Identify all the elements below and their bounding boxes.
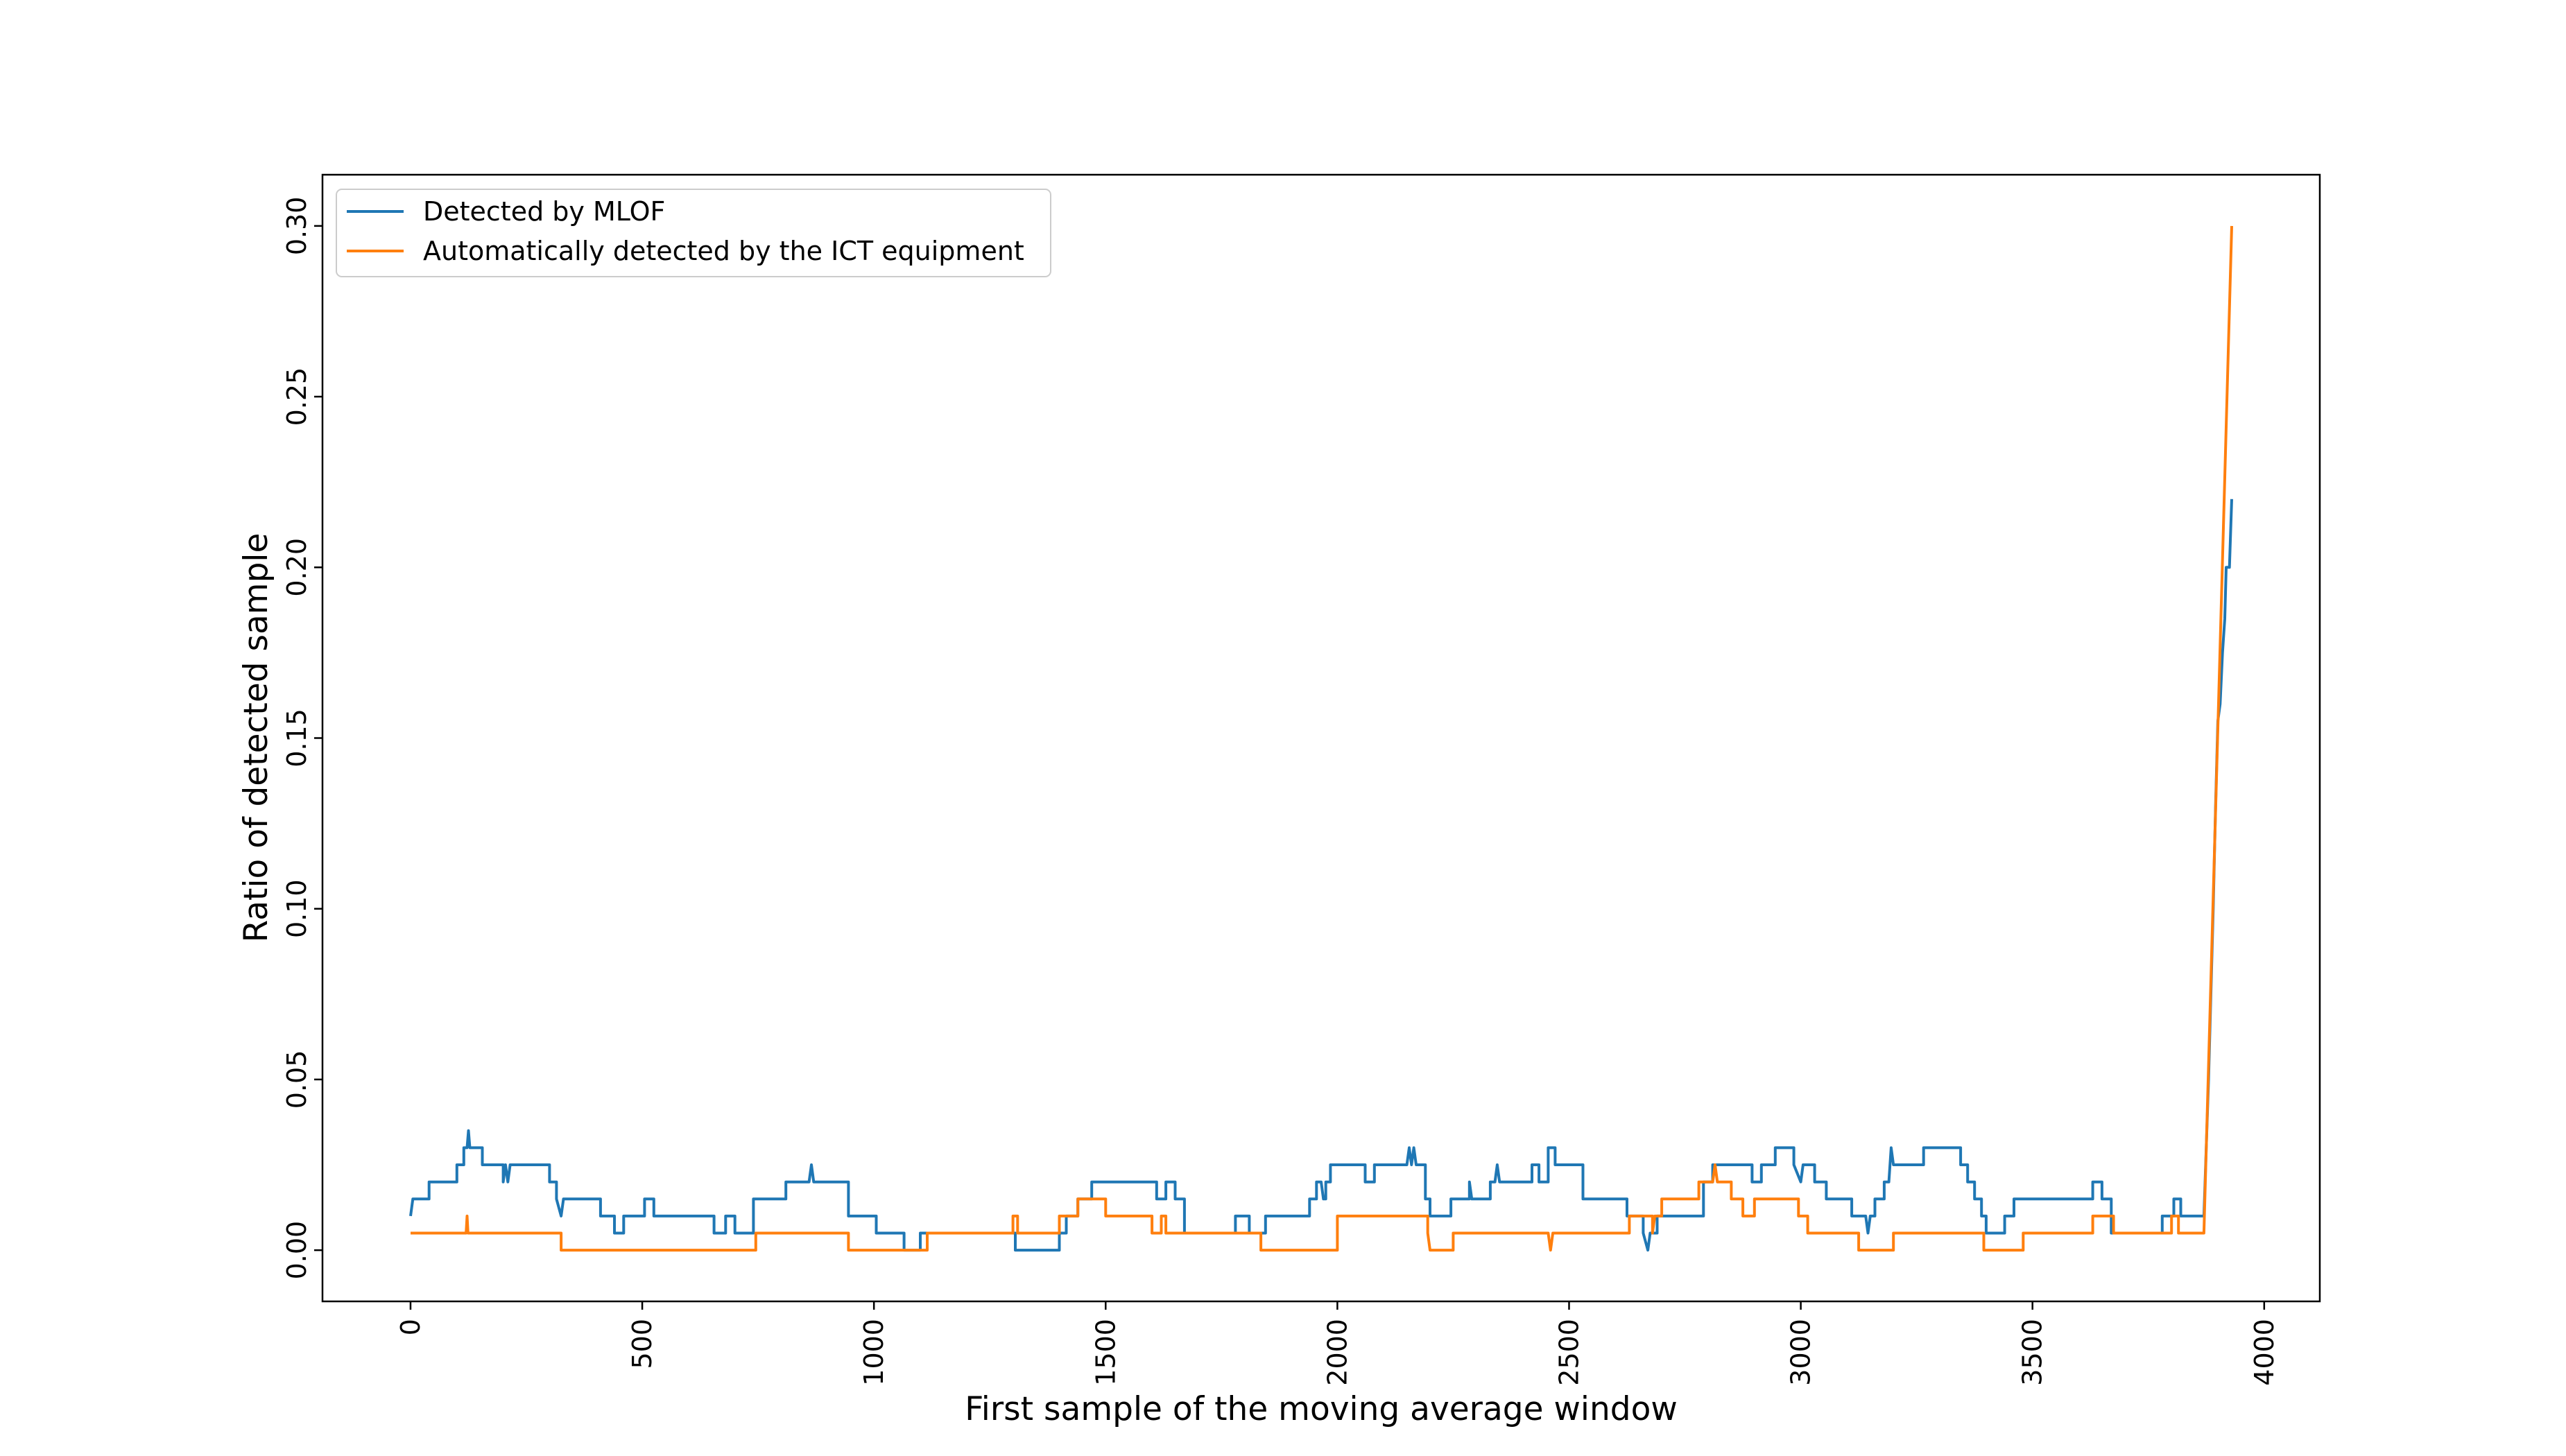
y-tick-label: 0.05 xyxy=(282,1050,312,1109)
y-axis-label: Ratio of detected sample xyxy=(237,533,275,943)
series-layer xyxy=(409,225,2233,1252)
legend-label-ict: Automatically detected by the ICT equipm… xyxy=(423,236,1024,266)
y-tick-label: 0.00 xyxy=(282,1221,312,1280)
y-tick-label: 0.10 xyxy=(282,879,312,938)
x-tick-label: 500 xyxy=(627,1319,657,1369)
x-axis-label: First sample of the moving average windo… xyxy=(965,1390,1678,1428)
series-line-1 xyxy=(411,225,2233,1252)
x-tick-label: 2500 xyxy=(1553,1319,1584,1386)
x-tick-label: 0 xyxy=(395,1319,426,1335)
x-tick-label: 1000 xyxy=(859,1319,889,1386)
x-axis: 0 500 1000 1500 2000 2500 3000 3500 4000 xyxy=(395,1301,2280,1386)
y-tick-label: 0.15 xyxy=(282,709,312,768)
plot-area xyxy=(322,175,2320,1301)
x-tick-label: 2000 xyxy=(1322,1319,1352,1386)
x-tick-label: 3000 xyxy=(1786,1319,1816,1386)
x-tick-label: 1500 xyxy=(1090,1319,1121,1386)
x-tick-label: 4000 xyxy=(2249,1319,2280,1386)
legend-label-mlof: Detected by MLOF xyxy=(423,196,665,227)
x-tick-label: 3500 xyxy=(2017,1319,2048,1386)
legend: Detected by MLOF Automatically detected … xyxy=(336,189,1051,277)
y-tick-label: 0.20 xyxy=(282,538,312,597)
y-tick-label: 0.30 xyxy=(282,197,312,256)
series-line-0 xyxy=(409,499,2233,1252)
y-tick-label: 0.25 xyxy=(282,367,312,426)
y-axis: 0.00 0.05 0.10 0.15 0.20 0.25 0.30 xyxy=(282,197,322,1280)
legend-box xyxy=(336,189,1051,277)
